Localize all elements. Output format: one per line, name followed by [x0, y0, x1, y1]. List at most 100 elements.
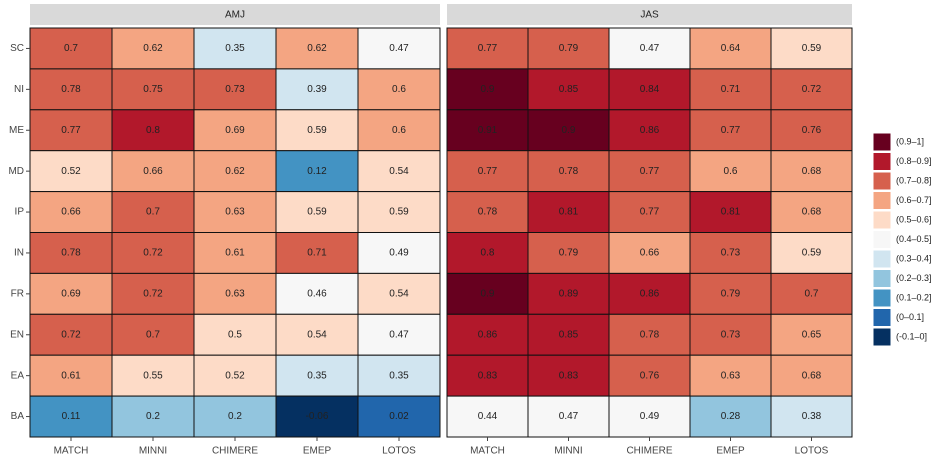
cell-label: 0.89: [559, 288, 579, 299]
cell: [193, 313, 277, 356]
y-tick-label: BA: [11, 411, 25, 422]
cell-label: 0.81: [559, 207, 579, 218]
cell-label: 0.86: [640, 125, 660, 136]
cell: [770, 191, 853, 234]
cell-label: 0.7: [64, 43, 78, 54]
y-tick-label: FR: [11, 288, 24, 299]
cell: [29, 109, 113, 152]
cell-label: 0.66: [640, 248, 660, 259]
cell-label: 0.8: [146, 125, 160, 136]
cell-label: 0.78: [640, 329, 660, 340]
cell-label: 0.79: [721, 288, 741, 299]
cell: [111, 354, 195, 397]
cell-label: 0.76: [802, 125, 822, 136]
cell-label: 0.7: [146, 207, 160, 218]
cell: [357, 354, 441, 397]
y-tick-label: ME: [9, 125, 24, 136]
cell: [770, 354, 853, 397]
cell: [689, 395, 772, 438]
cell-label: 0.44: [478, 411, 498, 422]
cell-label: 0.66: [143, 166, 163, 177]
cell: [275, 313, 359, 356]
cell-label: 0.86: [640, 288, 660, 299]
cell-label: 0.62: [307, 43, 327, 54]
cell: [193, 395, 277, 438]
strip: [30, 4, 440, 25]
cell-label: 0.11: [62, 411, 81, 422]
cell: [527, 232, 610, 274]
cell-label: 0.78: [559, 166, 579, 177]
cell-label: 0.59: [307, 207, 327, 218]
legend-label: (0.4–0.5]: [896, 234, 932, 244]
cell: [527, 150, 610, 193]
cell-label: 0.47: [389, 329, 409, 340]
cell-label: 0.68: [802, 166, 822, 177]
cell-label: 0.47: [640, 43, 660, 54]
cell: [275, 354, 359, 397]
x-tick-label: EMEP: [303, 446, 332, 457]
cell-label: 0.6: [392, 84, 406, 95]
cell: [608, 109, 691, 152]
x-tick-label: MATCH: [54, 446, 89, 457]
cell-label: 0.72: [802, 84, 822, 95]
cell-label: 0.66: [61, 207, 81, 218]
y-tick-label: NI: [14, 84, 24, 95]
cell-label: 0.49: [389, 248, 409, 259]
cell: [275, 68, 359, 111]
cell-label: 0.71: [721, 84, 741, 95]
x-tick-label: MINNI: [139, 446, 167, 457]
cell-label: 0.8: [481, 248, 495, 259]
cell-label: 0.12: [307, 166, 327, 177]
cell-label: 0.54: [389, 166, 409, 177]
cell: [111, 272, 195, 315]
panel-title: AMJ: [225, 10, 245, 21]
cell: [446, 354, 529, 397]
cell: [193, 232, 277, 274]
cell: [689, 272, 772, 315]
cell-label: 0.77: [61, 125, 81, 136]
cell: [446, 191, 529, 234]
legend-label: (0–0.1]: [896, 312, 924, 322]
cell-label: 0.79: [559, 248, 579, 259]
cell-label: 0.83: [559, 370, 579, 381]
cell: [689, 150, 772, 193]
legend-swatch: [872, 269, 892, 288]
x-tick-label: LOTOS: [795, 446, 829, 457]
cell: [357, 150, 441, 193]
cell: [193, 150, 277, 193]
legend-label: (0.2–0.3]: [896, 273, 932, 283]
cell-label: 0.79: [559, 43, 579, 54]
cell-label: 0.2: [146, 411, 160, 422]
cell: [111, 313, 195, 356]
cell-label: 0.63: [225, 207, 245, 218]
cell-label: 0.78: [61, 84, 81, 95]
cell-label: 0.85: [559, 84, 579, 95]
cell: [446, 395, 529, 438]
cell-label: 0.72: [61, 329, 81, 340]
cell: [689, 313, 772, 356]
cell: [275, 191, 359, 234]
x-tick-label: EMEP: [716, 446, 745, 457]
cell-label: 0.7: [805, 288, 819, 299]
cell-label: 0.47: [389, 43, 409, 54]
cell: [193, 354, 277, 397]
cell-label: 0.77: [640, 166, 660, 177]
cell-label: 0.62: [225, 166, 245, 177]
cell: [29, 68, 113, 111]
cell: [608, 68, 691, 111]
cell-label: 0.59: [802, 43, 822, 54]
cell-label: 0.02: [389, 411, 409, 422]
cell-label: 0.39: [307, 84, 327, 95]
cell-label: 0.2: [228, 411, 242, 422]
cell-label: 0.73: [721, 248, 741, 259]
cell: [689, 68, 772, 111]
cell-label: 0.59: [389, 207, 409, 218]
cell: [446, 150, 529, 193]
y-tick-label: MD: [8, 166, 24, 177]
cell: [770, 313, 853, 356]
cell-label: 0.35: [225, 43, 245, 54]
cell: [689, 354, 772, 397]
x-tick-label: CHIMERE: [626, 446, 672, 457]
cell-label: 0.7: [146, 329, 160, 340]
cell-label: 0.61: [225, 248, 245, 259]
